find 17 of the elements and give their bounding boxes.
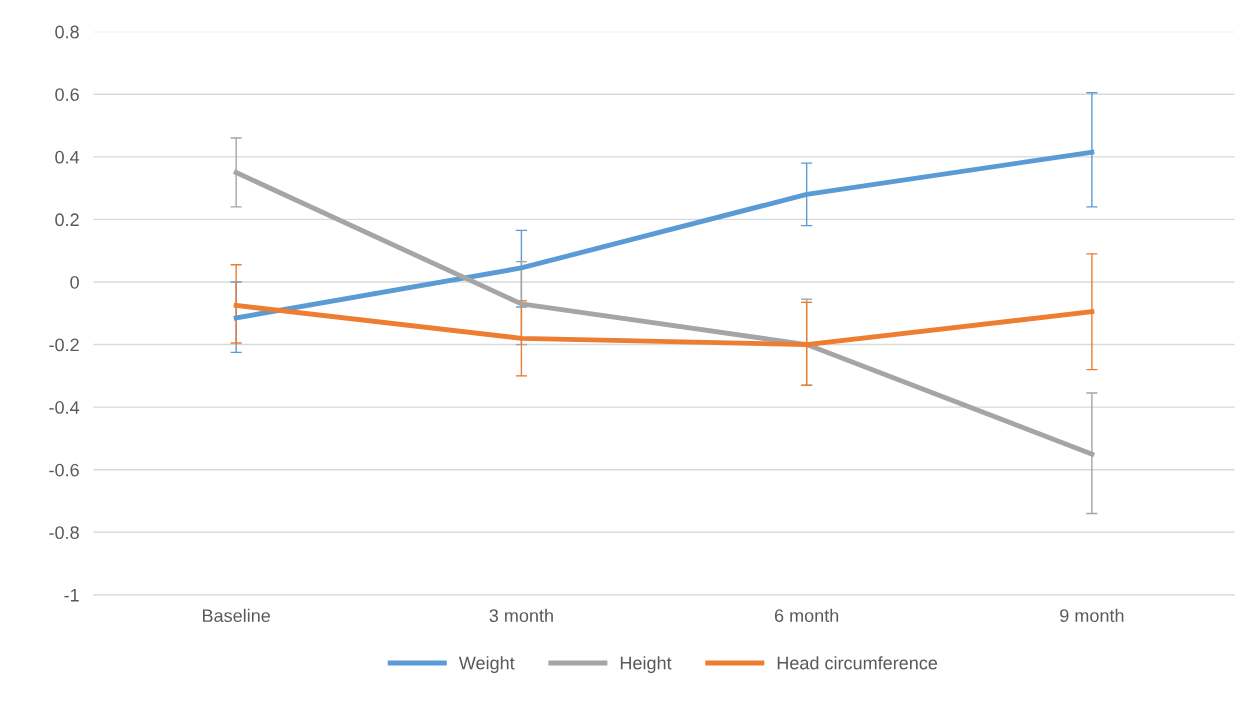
x-tick-label: 6 month (774, 608, 839, 623)
y-tick-label: 0.2 (55, 213, 79, 227)
legend-label: Weight (458, 656, 515, 674)
y-tick-label: -1 (64, 589, 79, 602)
y-tick-label: 0.4 (55, 150, 80, 164)
y-tick-label: 0.8 (55, 25, 79, 39)
y-tick-label: -0.4 (49, 401, 80, 414)
legend-label: Height (620, 656, 672, 674)
legend-label: Head circumference (777, 656, 938, 670)
y-tick-label: -0.6 (49, 463, 79, 477)
x-tick-label: 9 month (1060, 608, 1124, 623)
y-tick-label: -0.8 (49, 526, 79, 540)
x-tick-label: 3 month (489, 608, 553, 623)
y-tick-label: 0.6 (55, 88, 79, 101)
y-tick-label: -0.2 (49, 338, 79, 352)
x-tick-label: Baseline (203, 608, 270, 623)
y-tick-label: 0 (70, 275, 79, 289)
